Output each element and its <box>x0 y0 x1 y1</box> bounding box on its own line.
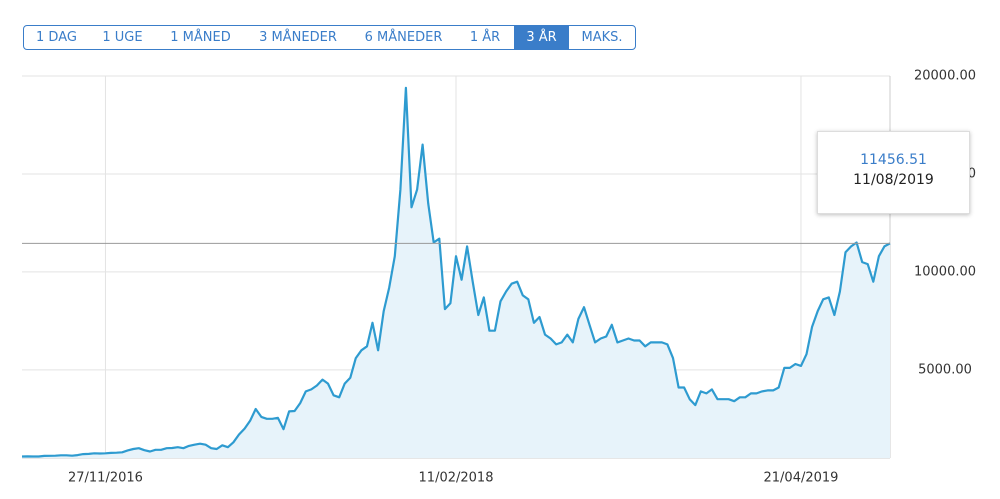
y-tick-label: 20000.00 <box>914 69 976 84</box>
range-selector: 1 DAG 1 UGE 1 MÅNED 3 MÅNEDER 6 MÅNEDER 1 ÅR 3… <box>23 25 636 50</box>
x-tick-label: 11/02/2018 <box>419 471 494 486</box>
range-button[interactable]: 1 UGE <box>102 30 143 45</box>
range-button[interactable]: 3 MÅNEDER <box>259 30 337 45</box>
range-button[interactable]: 3 ÅR <box>514 26 569 49</box>
range-button[interactable]: MAKS. <box>581 30 623 45</box>
area <box>22 87 890 459</box>
tooltip: 11456.51 11/08/2019 <box>817 131 970 214</box>
x-tick-label: 21/04/2019 <box>764 471 839 486</box>
tooltip-value: 11456.51 <box>860 152 927 168</box>
x-tick-label: 27/11/2016 <box>68 471 143 486</box>
y-tick-label: 10000.00 <box>914 264 976 279</box>
line <box>21 86 891 458</box>
tooltip-date: 11/08/2019 <box>853 172 934 188</box>
y-tick-label: 5000.00 <box>918 362 972 377</box>
range-button[interactable]: 6 MÅNEDER <box>364 30 443 45</box>
range-button[interactable]: 1 MÅNED <box>170 30 231 45</box>
range-button[interactable]: 1 DAG <box>36 30 77 45</box>
range-button[interactable]: 1 ÅR <box>469 30 501 45</box>
